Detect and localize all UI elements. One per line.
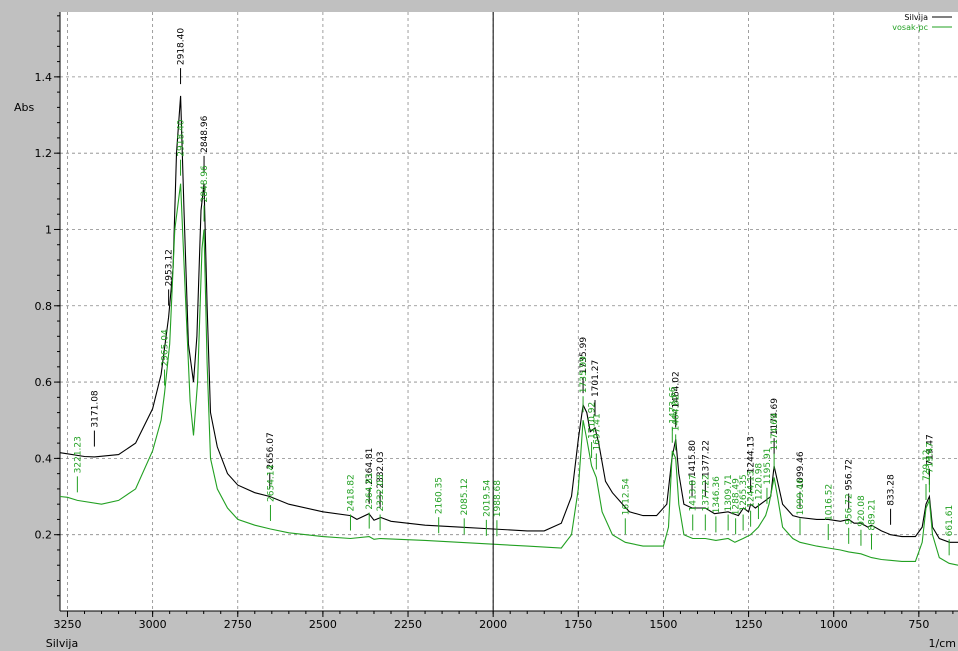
peak-label-36: 1413.87	[689, 474, 699, 511]
peak-label-31: 1710.92	[588, 402, 598, 439]
x-tick-label-10: 750	[908, 618, 929, 631]
peak-label-52: 719.47	[925, 442, 935, 474]
x-tick-label-7: 1500	[649, 618, 677, 631]
legend-entry-1: vosak-pc	[892, 23, 928, 32]
peak-label-45: 1174.69	[770, 413, 780, 450]
series-line-0	[59, 95, 958, 543]
peak-label-27: 2085.12	[460, 478, 470, 515]
x-tick-label-8: 1250	[735, 618, 763, 631]
x-tick-label-9: 1000	[820, 618, 848, 631]
series-line-1	[59, 183, 958, 566]
x-tick-label-3: 2500	[309, 618, 337, 631]
x-tick-label-1: 3000	[139, 618, 167, 631]
peak-label-23: 2418.82	[346, 474, 356, 511]
plot-area[interactable]	[60, 12, 958, 611]
peak-label-35: 1464.02	[672, 394, 682, 431]
peak-label-42: 1244.13	[747, 470, 757, 507]
peak-label-40: 1288.49	[732, 478, 742, 515]
peak-label-38: 1346.36	[712, 476, 722, 513]
y-tick-label-2: 0.6	[35, 376, 53, 389]
peak-label-22: 2654.14	[266, 464, 276, 501]
peak-label-46: 1099.46	[796, 478, 806, 515]
legend-entry-0: Silvija	[904, 13, 928, 22]
peak-label-33: 1612.54	[621, 478, 631, 515]
x-tick-label-6: 1750	[564, 618, 592, 631]
peak-label-37: 1377.22	[701, 474, 711, 511]
peak-label-19: 2965.04	[161, 329, 171, 366]
peak-label-20: 2918.40	[177, 119, 187, 156]
peak-label-6: 2332.03	[376, 451, 386, 488]
peak-label-16: 833.28	[887, 474, 897, 506]
y-tick-label-5: 1.2	[35, 147, 53, 160]
peak-label-30: 1735.99	[579, 356, 589, 393]
y-axis: 0.2 0.4 0.6 0.8 1 1.2 1.4	[35, 12, 61, 611]
peak-label-44: 1195.91	[763, 448, 773, 485]
peak-label-34: 1473.66	[668, 386, 678, 423]
y-tick-label-3: 0.8	[35, 300, 53, 313]
x-axis: 3250 3000 2750 2500 2250 2000 1750 1500 1250 1000…	[53, 610, 958, 631]
series-footer-label: Silvija	[46, 637, 78, 650]
peak-label-3: 2848.96	[200, 115, 210, 152]
peak-label-24: 2364.81	[365, 472, 375, 509]
x-tick-label-2: 2750	[224, 618, 252, 631]
peak-label-9: 1464.02	[672, 371, 682, 408]
peak-label-4: 2656.07	[266, 432, 276, 469]
x-tick-label-5: 2000	[479, 618, 507, 631]
peak-label-26: 2160.35	[435, 477, 445, 514]
peak-label-11: 1377.22	[701, 440, 711, 477]
peak-label-17: 719.47	[925, 434, 935, 466]
peak-label-41: 1265.35	[739, 474, 749, 511]
y-tick-label-1: 0.4	[35, 452, 53, 465]
y-axis-label: Abs	[14, 101, 35, 114]
peak-label-0: 3171.08	[90, 390, 100, 427]
peak-label-18: 3221.23	[73, 436, 83, 473]
peak-label-1: 2953.12	[165, 249, 175, 286]
peak-label-29: 1988.68	[493, 480, 503, 517]
peak-label-51: 729.12	[922, 449, 932, 481]
x-tick-label-4: 2250	[394, 618, 422, 631]
peak-label-10: 1415.80	[688, 440, 698, 477]
y-tick-label-6: 1.4	[35, 71, 53, 84]
peak-label-25: 2332.03	[376, 474, 386, 511]
peak-label-48: 956.72	[845, 493, 855, 525]
peak-label-21: 2848.96	[200, 165, 210, 202]
peak-label-53: 661.61	[945, 505, 955, 537]
peak-label-50: 889.21	[868, 499, 878, 531]
peak-annotations: 3171.08 2953.12 2918.40 2848.96 2656.07 2364.…	[73, 28, 955, 556]
peak-label-13: 1174.69	[770, 398, 780, 435]
series-lines	[59, 95, 958, 566]
x-axis-unit-label: 1/cm	[929, 637, 956, 650]
y-tick-label-4: 1	[45, 223, 52, 236]
peak-label-28: 2019.54	[482, 479, 492, 516]
x-tick-label-0: 3250	[53, 618, 81, 631]
peak-label-39: 1309.71	[724, 474, 734, 511]
peak-label-7: 1735.99	[579, 337, 589, 374]
peak-label-5: 2364.81	[365, 448, 375, 485]
peak-label-49: 920.08	[857, 495, 867, 527]
peak-label-15: 956.72	[845, 459, 855, 491]
peak-label-12: 1244.13	[747, 436, 757, 473]
peak-label-2: 2918.40	[177, 28, 187, 65]
peak-label-47: 1016.52	[824, 484, 834, 521]
peak-label-43: 1220.98	[754, 463, 764, 500]
peak-label-32: 1697.41	[592, 413, 602, 450]
y-tick-label-0: 0.2	[35, 529, 53, 542]
peak-label-14: 1099.46	[796, 451, 806, 488]
peak-label-8: 1701.27	[591, 360, 601, 397]
